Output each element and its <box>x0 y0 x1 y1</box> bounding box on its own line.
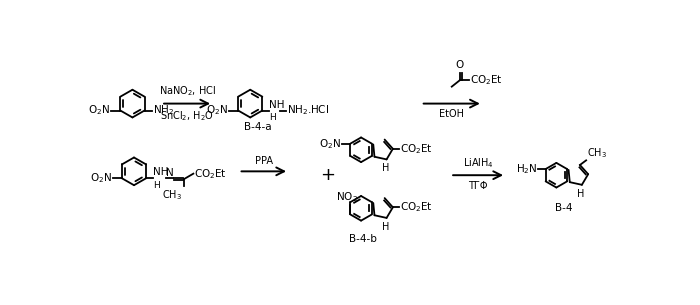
Text: H: H <box>382 222 389 232</box>
Text: NO$_2$: NO$_2$ <box>335 190 358 204</box>
Text: O$_2$N: O$_2$N <box>319 137 341 151</box>
Text: NH: NH <box>270 100 285 110</box>
Text: CO$_2$Et: CO$_2$Et <box>400 142 433 156</box>
Text: O$_2$N: O$_2$N <box>88 104 111 117</box>
Text: NH$_2$: NH$_2$ <box>153 104 174 117</box>
Text: O$_2$N: O$_2$N <box>90 171 112 185</box>
Text: H: H <box>578 189 584 199</box>
Text: ТГΦ: ТГΦ <box>468 181 488 191</box>
Text: O: O <box>456 60 463 70</box>
Text: LiAlH$_4$: LiAlH$_4$ <box>463 156 494 170</box>
Text: B-4-a: B-4-a <box>244 122 272 132</box>
Text: H: H <box>382 163 389 173</box>
Text: CH$_3$: CH$_3$ <box>162 188 183 202</box>
Text: SnCl$_2$, H$_2$O: SnCl$_2$, H$_2$O <box>160 109 214 123</box>
Text: +: + <box>321 166 335 184</box>
Text: H: H <box>270 113 276 122</box>
Text: CO$_2$Et: CO$_2$Et <box>470 74 503 88</box>
Text: H: H <box>153 181 160 190</box>
Text: CO$_2$Et: CO$_2$Et <box>400 200 433 214</box>
Text: O$_2$N: O$_2$N <box>206 104 228 117</box>
Text: EtOH: EtOH <box>440 109 464 119</box>
Text: CO$_2$Et: CO$_2$Et <box>194 167 227 181</box>
Text: CH$_3$: CH$_3$ <box>587 146 607 160</box>
Text: B-4-b: B-4-b <box>349 234 377 244</box>
Text: NH$_2$.HCl: NH$_2$.HCl <box>287 103 329 117</box>
Text: B-4: B-4 <box>555 203 573 213</box>
Text: NH: NH <box>153 167 169 177</box>
Text: PPA: PPA <box>255 156 273 166</box>
Text: H$_2$N: H$_2$N <box>515 162 537 176</box>
Text: NaNO$_2$, HCl: NaNO$_2$, HCl <box>158 84 216 98</box>
Text: N: N <box>166 167 174 178</box>
